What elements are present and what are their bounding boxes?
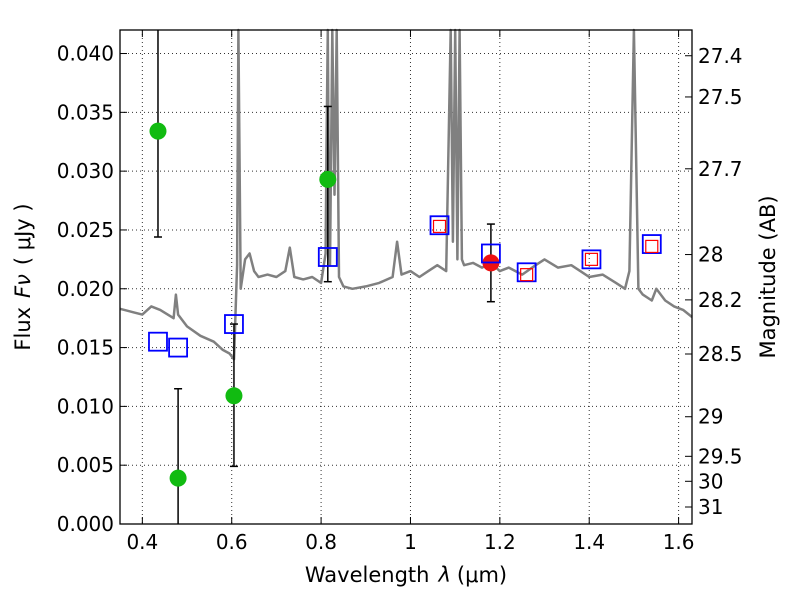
model-point (516, 262, 537, 283)
x-tick-label: 1.4 (573, 530, 605, 554)
axis-ticks: 0.4 0.6 0.8 1 1.2 1.4 1.6 0.000 0.005 0.010 0.015 0… (57, 30, 743, 554)
model-spectrum-line (119, 28, 693, 361)
model-point (317, 247, 338, 267)
x-axis-label-text: Wavelength (305, 563, 430, 587)
photometry-point (149, 122, 167, 140)
model-point (581, 249, 602, 270)
x-axis-label-symbol: λ (437, 563, 450, 587)
model-point-inner (584, 252, 599, 266)
y-tick-label: 0.040 (57, 42, 114, 66)
spectrum-layer (119, 28, 693, 361)
x-axis-label: Wavelength λ (μm) (305, 563, 507, 587)
x-tick-label: 0.6 (216, 530, 248, 554)
error-bars (153, 30, 495, 524)
y-tick-label: 0.010 (57, 394, 114, 418)
y-tick-label: 0.030 (57, 159, 114, 183)
model-point-inner (645, 239, 659, 254)
y-axis-label: Flux Fν ( μJy ) (11, 203, 35, 350)
x-tick-label: 0.4 (126, 530, 158, 554)
x-axis-label-unit: (μm) (457, 563, 507, 587)
model-point (148, 331, 168, 352)
magnitude-tick-label: 28.5 (698, 342, 743, 366)
y-tick-label: 0.020 (57, 277, 114, 301)
data-markers (148, 122, 662, 487)
model-point (168, 337, 188, 358)
magnitude-tick-label: 29 (698, 405, 723, 429)
model-point-inner (432, 219, 447, 234)
y-tick-label: 0.035 (57, 100, 114, 124)
magnitude-tick-label: 27.4 (698, 44, 743, 68)
magnitude-tick-label: 31 (698, 495, 723, 519)
model-point (641, 234, 662, 254)
y-tick-label: 0.005 (57, 453, 114, 477)
x-tick-label: 1 (404, 530, 417, 554)
y-tick-label: 0.025 (57, 218, 114, 242)
y-tick-label: 0.000 (57, 512, 114, 536)
model-point (429, 215, 450, 236)
magnitude-tick-label: 27.5 (698, 85, 743, 109)
plot-frame (119, 29, 693, 525)
model-point-inner (520, 268, 534, 282)
magnitude-tick-label: 29.5 (698, 444, 743, 468)
y-axis-label-text: Flux (11, 307, 35, 351)
photometry-point (169, 469, 187, 487)
model-point (224, 314, 244, 334)
x-tick-label: 0.8 (305, 530, 337, 554)
magnitude-tick-label: 28.2 (698, 288, 743, 312)
x-tick-label: 1.6 (663, 530, 695, 554)
model-point (481, 243, 501, 264)
y-tick-label: 0.015 (57, 336, 114, 360)
y-axis-label-symbol: Fν (11, 274, 35, 298)
magnitude-tick-label: 30 (698, 469, 723, 493)
magnitude-axis-label: Magnitude (AB) (756, 195, 780, 358)
y-axis-label-unit: ( μJy ) (11, 203, 35, 265)
magnitude-tick-label: 27.7 (698, 157, 743, 181)
magnitude-tick-label: 28 (698, 243, 723, 267)
photometry-point (319, 170, 337, 188)
photometry-point (225, 387, 243, 405)
x-tick-label: 1.2 (484, 530, 516, 554)
